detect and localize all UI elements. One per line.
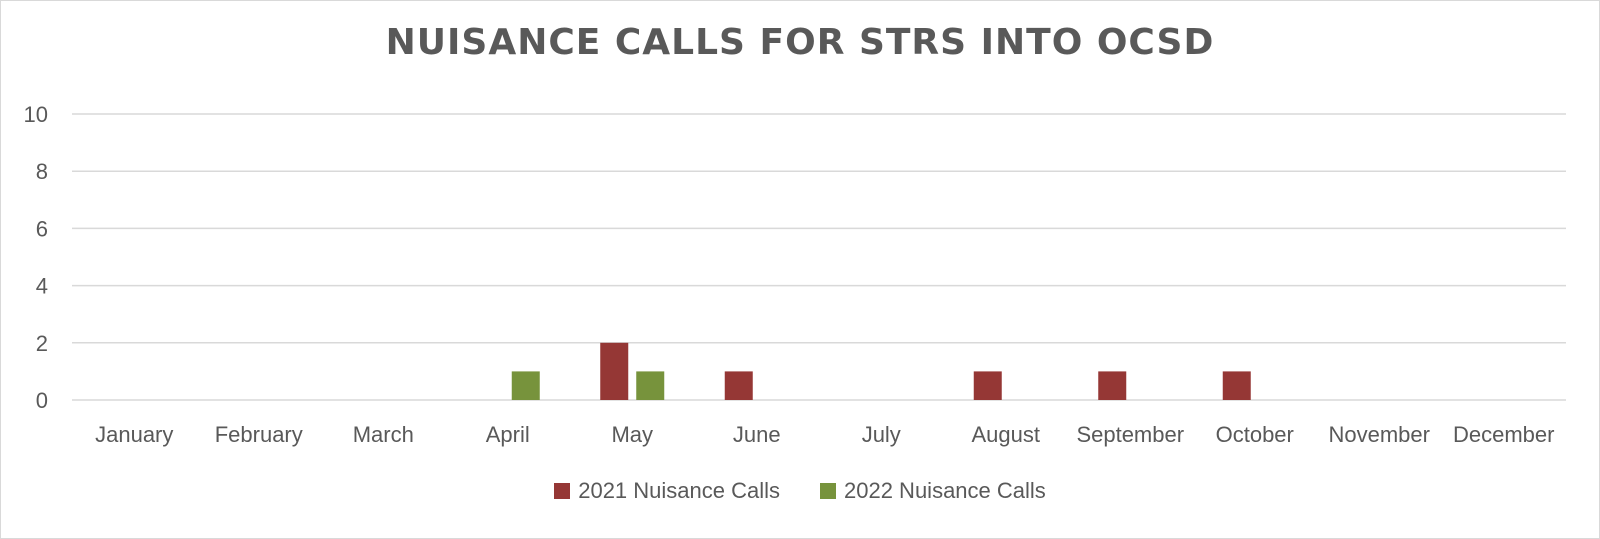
x-tick-label: February bbox=[215, 422, 303, 447]
bar-2021 bbox=[1098, 371, 1127, 400]
x-tick-label: August bbox=[972, 422, 1041, 447]
x-tick-label: June bbox=[733, 422, 781, 447]
legend-item: 2022 Nuisance Calls bbox=[820, 478, 1046, 504]
bar-2022 bbox=[511, 371, 540, 400]
x-tick-label: December bbox=[1453, 422, 1554, 447]
x-tick-label: November bbox=[1329, 422, 1430, 447]
bar-2021 bbox=[600, 342, 629, 400]
x-tick-label: March bbox=[353, 422, 414, 447]
chart-title: Nuisance Calls for STRs into OCSD bbox=[385, 22, 1215, 63]
y-tick-label: 10 bbox=[24, 102, 48, 127]
bar-2021 bbox=[1222, 371, 1251, 400]
legend-swatch bbox=[820, 483, 836, 499]
y-tick-label: 8 bbox=[36, 159, 48, 184]
x-tick-label: April bbox=[486, 422, 530, 447]
chart-legend: 2021 Nuisance Calls 2022 Nuisance Calls bbox=[0, 478, 1600, 504]
x-tick-label: July bbox=[862, 422, 901, 447]
x-tick-label: October bbox=[1216, 422, 1294, 447]
y-tick-label: 0 bbox=[36, 388, 48, 413]
x-tick-label: September bbox=[1076, 422, 1184, 447]
legend-swatch bbox=[554, 483, 571, 499]
x-tick-label: May bbox=[611, 422, 653, 447]
y-tick-label: 4 bbox=[36, 274, 48, 299]
legend-label: 2022 Nuisance Calls bbox=[844, 478, 1046, 503]
y-tick-label: 2 bbox=[36, 331, 48, 356]
legend-item: 2021 Nuisance Calls bbox=[554, 478, 780, 504]
legend-label: 2021 Nuisance Calls bbox=[578, 478, 780, 503]
y-tick-label: 6 bbox=[36, 216, 48, 241]
bar-2021 bbox=[724, 371, 753, 400]
bar-2021 bbox=[973, 371, 1002, 400]
x-tick-label: January bbox=[95, 422, 173, 447]
bar-2022 bbox=[636, 371, 665, 400]
